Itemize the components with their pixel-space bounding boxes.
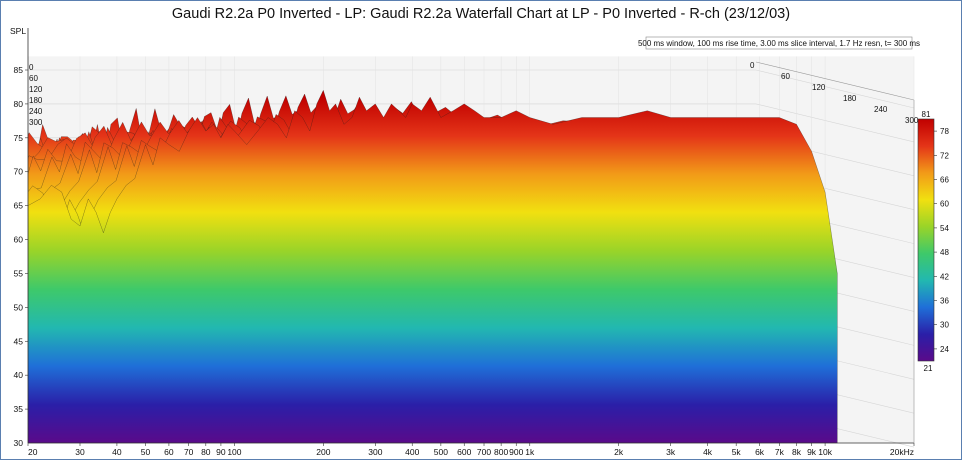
y-tick-label-3: 50 xyxy=(14,302,24,312)
y-tick-label-2: 45 xyxy=(14,336,24,346)
colorbar-bottom-label: 21 xyxy=(924,364,933,373)
x-tick-label-21: 5k xyxy=(732,447,742,457)
time-axis-line xyxy=(755,61,915,101)
x-tick-label-6: 80 xyxy=(201,447,211,457)
waterfall-slice-0 xyxy=(28,89,838,444)
x-tick-label-25: 9k xyxy=(807,447,817,457)
info-text: 500 ms window, 100 ms rise time, 3.00 ms… xyxy=(638,39,920,48)
grid-depth-line-9 xyxy=(755,103,915,143)
info-box xyxy=(645,36,913,50)
y-tick-label-7: 70 xyxy=(14,167,24,177)
y-axis-ticks: 35 40 45 50 55 60 65 70 75 80 85 30 xyxy=(14,65,28,448)
time-tick-right-3: 180 xyxy=(843,94,857,103)
x-tick-label-18: 2k xyxy=(614,447,624,457)
x-tick-label-5: 70 xyxy=(184,447,194,457)
y-tick-label-8: 75 xyxy=(14,133,24,143)
colorbar-tick-label-8: 30 xyxy=(940,321,949,330)
y-tick-label-0: 35 xyxy=(14,404,24,414)
x-tick-label-26: 10k xyxy=(818,447,832,457)
y-tick-label-5: 60 xyxy=(14,235,24,245)
x-tick-label-15: 800 xyxy=(494,447,508,457)
time-tick-left-1: 60 xyxy=(29,74,38,83)
x-tick-label-1: 30 xyxy=(75,447,85,457)
x-tick-label-17: 1k xyxy=(525,447,535,457)
time-axis-ticks: 0 0 60 60 120 120 180 180 240 240 300 300 xyxy=(29,61,919,127)
colorbar-tick-label-6: 42 xyxy=(940,272,949,281)
colorbar-tick-label-2: 66 xyxy=(940,176,949,185)
colorbar-tick-label-9: 24 xyxy=(940,345,949,354)
x-tick-label-22: 6k xyxy=(755,447,765,457)
y-tick-label-4: 55 xyxy=(14,268,24,278)
y-tick-label-10: 85 xyxy=(14,65,24,75)
x-tick-label-0: 20 xyxy=(28,447,38,457)
colorbar: 81 21 78 72 66 60 54 48 42 36 30 24 xyxy=(917,110,949,373)
x-tick-label-9: 200 xyxy=(316,447,330,457)
axes xyxy=(27,28,915,444)
y-tick-label-6: 65 xyxy=(14,201,24,211)
colorbar-tick-label-3: 60 xyxy=(940,200,949,209)
x-tick-label-14: 700 xyxy=(477,447,491,457)
x-tick-label-24: 8k xyxy=(792,447,802,457)
time-tick-left-5: 300 xyxy=(29,118,43,127)
grid-depth-line-10 xyxy=(755,69,915,109)
colorbar-tick-label-0: 78 xyxy=(940,127,949,136)
y-axis-label: SPL xyxy=(10,26,26,36)
y-tick-label-bottom: 30 xyxy=(14,438,24,448)
x-tick-label-7: 90 xyxy=(216,447,226,457)
time-tick-left-2: 120 xyxy=(29,85,43,94)
colorbar-tick-label-7: 36 xyxy=(940,297,949,306)
x-tick-label-13: 600 xyxy=(457,447,471,457)
x-tick-label-10: 300 xyxy=(368,447,382,457)
time-tick-left-3: 180 xyxy=(29,96,43,105)
x-tick-label-20: 4k xyxy=(703,447,713,457)
x-tick-label-2: 40 xyxy=(112,447,122,457)
x-axis-ticks: 20 30 40 50 60 70 80 90 100 200 300 400 500 600 700 800… xyxy=(27,443,915,457)
colorbar-gradient-bar xyxy=(917,118,935,362)
time-tick-right-1: 60 xyxy=(781,72,790,81)
x-tick-label-19: 3k xyxy=(666,447,676,457)
time-tick-right-4: 240 xyxy=(874,105,888,114)
time-tick-left-0: 0 xyxy=(29,63,34,72)
x-tick-label-27: 20kHz xyxy=(890,447,914,457)
x-tick-label-8: 100 xyxy=(227,447,241,457)
x-tick-label-3: 50 xyxy=(141,447,151,457)
time-tick-right-0: 0 xyxy=(750,61,755,70)
y-tick-label-9: 80 xyxy=(14,99,24,109)
y-tick-label-1: 40 xyxy=(14,370,24,380)
chart-title: Gaudi R2.2a P0 Inverted - LP: Gaudi R2.2… xyxy=(171,6,791,22)
time-tick-right-5: 300 xyxy=(905,116,919,125)
waterfall-slices xyxy=(28,89,838,444)
colorbar-tick-label-4: 54 xyxy=(940,224,949,233)
x-tick-label-11: 400 xyxy=(405,447,419,457)
colorbar-tick-label-1: 72 xyxy=(940,151,949,160)
x-tick-label-16: 900 xyxy=(509,447,523,457)
x-tick-label-23: 7k xyxy=(775,447,785,457)
x-tick-label-12: 500 xyxy=(434,447,448,457)
time-tick-left-4: 240 xyxy=(29,107,43,116)
colorbar-tick-label-5: 48 xyxy=(940,248,949,257)
time-tick-right-2: 120 xyxy=(812,83,826,92)
colorbar-top-label: 81 xyxy=(922,110,931,119)
x-tick-label-4: 60 xyxy=(164,447,174,457)
